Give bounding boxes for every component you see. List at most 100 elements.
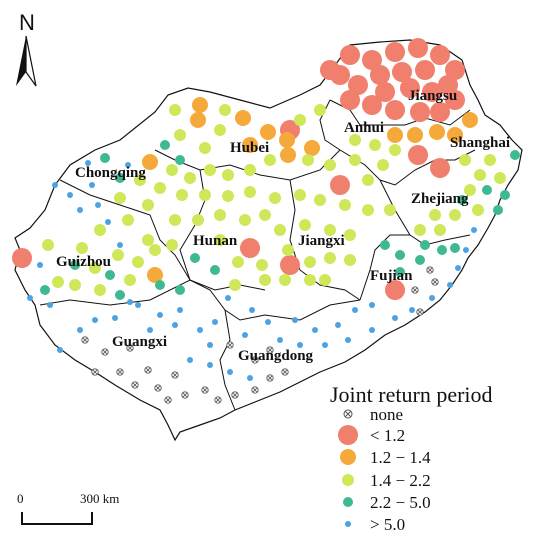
station-point <box>192 214 204 226</box>
station-point <box>227 369 233 375</box>
station-point <box>277 337 283 343</box>
station-point <box>172 322 178 328</box>
label-shanghai: Shanghai <box>450 135 510 151</box>
station-point <box>389 144 401 156</box>
station-point <box>232 256 244 268</box>
station-point <box>408 38 428 58</box>
station-point <box>112 249 124 261</box>
station-point <box>225 295 231 301</box>
station-point <box>244 164 256 176</box>
station-point <box>420 240 430 250</box>
station-point <box>450 243 460 253</box>
station-none <box>411 286 419 294</box>
station-point <box>115 173 125 183</box>
station-none <box>431 278 439 286</box>
station-point <box>292 317 298 323</box>
station-point <box>67 192 73 198</box>
station-point <box>304 256 316 268</box>
station-point <box>415 255 425 265</box>
station-point <box>114 192 126 204</box>
station-point <box>320 60 340 80</box>
legend-item-label: > 5.0 <box>370 515 405 534</box>
station-point <box>76 242 88 254</box>
station-point <box>125 162 131 168</box>
station-point <box>207 342 213 348</box>
station-point <box>260 124 276 140</box>
station-point <box>455 265 461 271</box>
station-point <box>324 159 336 171</box>
station-point <box>229 279 241 291</box>
station-point <box>160 140 170 150</box>
legend-swatch-icon <box>343 497 353 507</box>
station-point <box>105 219 111 225</box>
scale-start-label: 0 <box>17 491 24 506</box>
station-point <box>385 100 405 120</box>
station-point <box>89 262 101 274</box>
station-none <box>231 391 239 399</box>
station-point <box>37 262 43 268</box>
legend-item: none <box>343 405 403 424</box>
station-point <box>457 195 467 205</box>
station-point <box>344 229 356 241</box>
station-point <box>157 312 163 318</box>
station-point <box>166 164 178 176</box>
station-point <box>415 60 435 80</box>
station-point <box>299 219 311 231</box>
station-point <box>362 95 382 115</box>
station-none <box>154 384 162 392</box>
station-point <box>94 284 106 296</box>
station-point <box>319 274 331 286</box>
station-point <box>184 172 196 184</box>
label-jiangxi: Jiangxi <box>298 233 345 249</box>
station-point <box>302 154 314 166</box>
station-point <box>380 240 390 250</box>
station-none <box>426 266 434 274</box>
station-point <box>392 62 412 82</box>
legend: Joint return period none < 1.2 1.2 − 1.4 1.… <box>330 382 493 534</box>
station-point <box>235 110 251 126</box>
station-point <box>429 295 435 301</box>
station-point <box>430 45 450 65</box>
legend-item: 2.2 − 5.0 <box>343 493 431 512</box>
station-none <box>164 396 172 404</box>
station-point <box>472 204 484 216</box>
station-point <box>92 317 98 323</box>
station-point <box>187 357 193 363</box>
station-point <box>166 239 178 251</box>
station-point <box>212 319 218 325</box>
station-none <box>131 381 139 389</box>
station-point <box>349 154 361 166</box>
station-point <box>207 362 213 368</box>
station-none <box>171 371 179 379</box>
scale-bar: 0 300 km <box>17 491 119 525</box>
legend-swatch-icon <box>338 425 358 445</box>
station-point <box>370 65 390 85</box>
station-point <box>105 270 115 280</box>
station-point <box>269 192 281 204</box>
station-point <box>169 104 181 116</box>
station-point <box>314 194 326 206</box>
station-none <box>144 366 152 374</box>
station-point <box>249 307 255 313</box>
station-point <box>324 252 336 264</box>
station-point <box>339 199 351 211</box>
station-point <box>279 132 295 148</box>
station-none <box>126 344 134 352</box>
station-none <box>101 348 109 356</box>
station-point <box>89 182 95 188</box>
station-point <box>175 155 185 165</box>
station-point <box>155 280 165 290</box>
legend-swatch-icon <box>340 449 356 465</box>
station-point <box>219 104 231 116</box>
station-none <box>281 368 289 376</box>
station-point <box>27 295 33 301</box>
legend-swatch-icon <box>342 474 354 486</box>
station-point <box>482 185 492 195</box>
station-point <box>280 255 300 275</box>
station-point <box>52 276 64 288</box>
station-point <box>210 265 220 275</box>
station-point <box>127 299 133 305</box>
station-none <box>251 386 259 394</box>
station-point <box>134 174 146 186</box>
station-point <box>242 332 248 338</box>
